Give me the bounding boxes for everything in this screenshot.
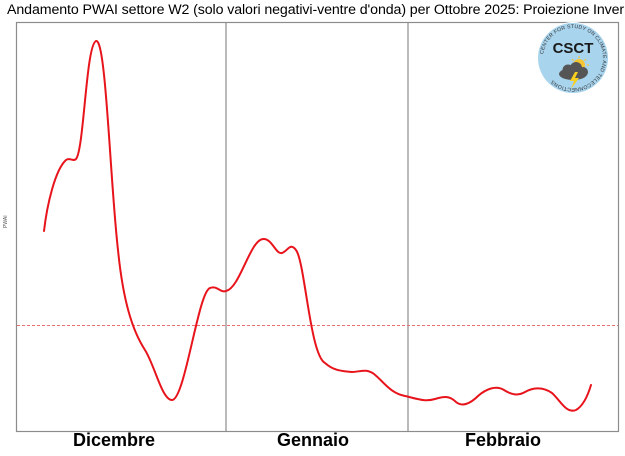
pwai-curve <box>43 39 592 412</box>
chart-title: Andamento PWAI settore W2 (solo valori n… <box>7 2 625 18</box>
plot-frame <box>15 21 620 433</box>
logo-background <box>538 23 608 93</box>
storm-cloud-sun-lightning-icon <box>559 56 589 89</box>
csct-logo: CENTER FOR STUDY ON CLIMATE AND TELECONN… <box>535 20 611 96</box>
x-label-gennaio: Gennaio <box>276 430 349 450</box>
x-label-febbraio: Febbraio <box>464 430 541 450</box>
logo-text: CSCT <box>553 40 594 57</box>
x-label-dicembre: Dicembre <box>72 430 156 450</box>
